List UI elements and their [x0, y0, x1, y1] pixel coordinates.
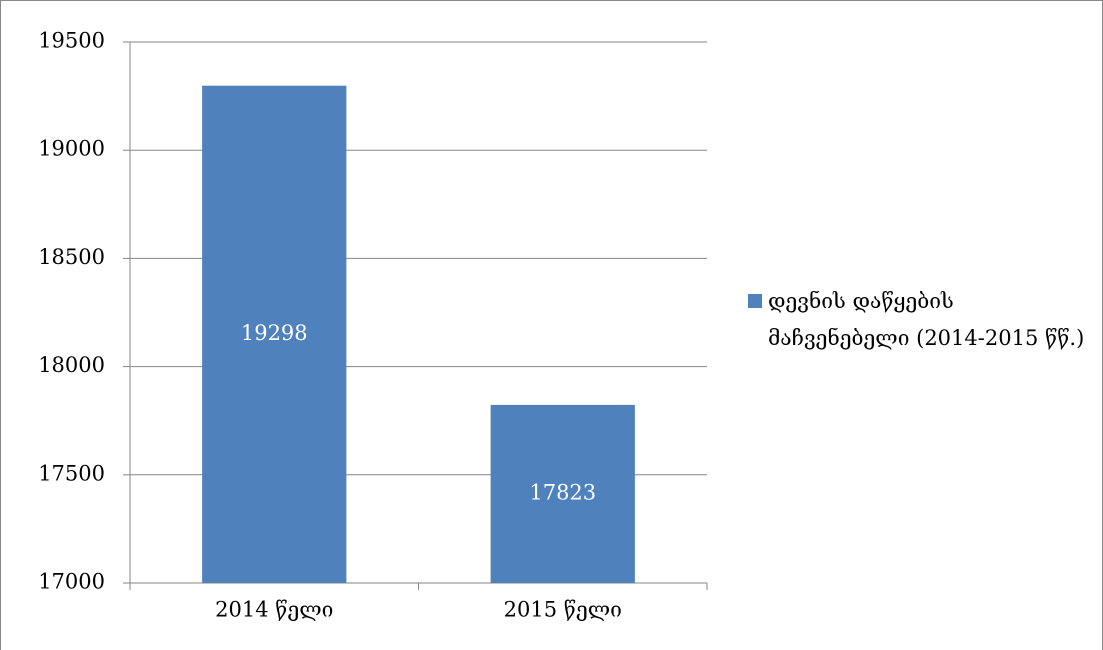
bar [490, 404, 635, 583]
y-tick-label: 18000 [38, 353, 105, 377]
y-tick-label: 19500 [38, 29, 105, 53]
data-label: 19298 [241, 321, 308, 345]
x-tick-label: 2015 წელი [504, 598, 622, 622]
y-tick-label: 17500 [38, 461, 105, 485]
y-tick-label: 18500 [38, 245, 105, 269]
y-tick-label: 17000 [38, 570, 105, 594]
bar [202, 85, 347, 583]
legend-swatch [748, 294, 762, 308]
x-tick-label: 2014 წელი [215, 598, 333, 622]
legend: დევნის დაწყების მაჩვენებელი (2014-2015 წ… [748, 283, 1088, 357]
data-label: 17823 [529, 480, 596, 504]
legend-label: დევნის დაწყების მაჩვენებელი (2014-2015 წ… [768, 289, 1085, 350]
y-tick-label: 19000 [38, 137, 105, 161]
